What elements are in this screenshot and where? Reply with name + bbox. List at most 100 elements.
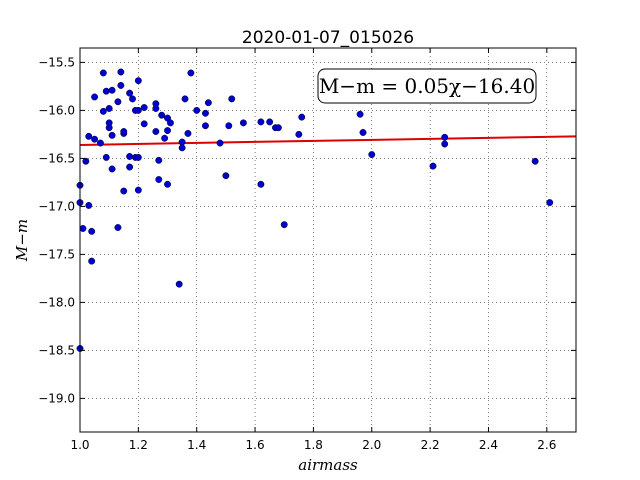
y-tick-label: −18.5 [38, 343, 75, 357]
annotation-box [317, 68, 537, 104]
data-point [126, 163, 134, 171]
data-point [222, 172, 230, 180]
data-point [117, 68, 125, 76]
data-point [187, 69, 195, 77]
x-tick-label: 1.2 [129, 438, 148, 452]
data-point [164, 127, 171, 135]
data-point [178, 144, 186, 152]
data-point [152, 128, 160, 135]
data-point [368, 151, 376, 159]
y-tick-label: −16.0 [38, 103, 75, 117]
data-point [85, 201, 93, 209]
plot-area: 1.0 1.2 1.4 1.6 1.8 2.0 2.2 2.4 2.6 −15.5 −16.0 −1… [38, 47, 577, 452]
data-point [184, 129, 192, 137]
data-point [155, 156, 163, 164]
data-point [102, 87, 110, 95]
data-point [96, 139, 104, 147]
x-axis-ticks: 1.0 1.2 1.4 1.6 1.8 2.0 2.2 2.4 2.6 [70, 48, 556, 452]
data-point [202, 109, 209, 117]
data-point [114, 98, 122, 106]
data-point [193, 106, 201, 114]
data-point [280, 221, 288, 229]
data-point [161, 134, 169, 142]
data-point [117, 81, 125, 89]
data-point [295, 130, 303, 138]
x-tick-label: 2.4 [479, 438, 498, 452]
grid [79, 48, 576, 432]
data-point [91, 135, 99, 143]
data-point [120, 187, 128, 195]
data-point [204, 99, 212, 107]
data-point [82, 157, 90, 165]
data-point [79, 225, 87, 232]
y-axis-label: M−m [13, 219, 31, 262]
data-point [266, 118, 274, 126]
data-point [228, 95, 236, 103]
data-point [359, 129, 367, 136]
data-point [257, 180, 265, 188]
data-point [102, 153, 110, 161]
data-point [91, 93, 99, 101]
data-point [105, 119, 113, 127]
plot-frame [79, 47, 577, 433]
data-point [429, 162, 437, 170]
data-point [274, 124, 282, 132]
data-point [88, 227, 96, 235]
data-point [546, 199, 554, 207]
data-point [126, 153, 134, 160]
data-point [108, 86, 116, 94]
data-point [356, 110, 364, 118]
data-point [99, 107, 107, 115]
x-tick-label: 1.6 [246, 438, 265, 452]
x-tick-label: 1.0 [70, 438, 89, 452]
data-point [441, 140, 449, 148]
x-tick-label: 2.0 [362, 438, 381, 452]
x-tick-label: 1.4 [187, 438, 206, 452]
y-tick-label: −16.5 [38, 151, 75, 165]
y-tick-label: −19.0 [38, 391, 75, 405]
data-point [441, 133, 449, 141]
chart-title: 2020-01-07_015026 [242, 28, 414, 48]
x-tick-label: 1.8 [304, 438, 323, 452]
data-point [105, 105, 113, 112]
x-axis-label: airmass [298, 456, 358, 474]
data-point [178, 138, 186, 146]
data-point [239, 119, 247, 127]
data-point [88, 257, 96, 265]
data-point [225, 122, 233, 130]
data-point [140, 104, 148, 111]
data-point [164, 180, 171, 188]
data-point [108, 165, 116, 173]
data-point [298, 113, 306, 121]
data-point [166, 119, 174, 127]
y-axis-ticks: −15.5 −16.0 −16.5 −17.0 −17.5 −18.0 −18.5 −19.0 [38, 55, 576, 405]
x-tick-label: 2.6 [537, 438, 556, 452]
y-tick-label: −17.0 [38, 199, 75, 213]
x-tick-label: 2.2 [421, 438, 440, 452]
data-point [216, 139, 224, 147]
fit-line [79, 135, 577, 146]
data-point [152, 105, 160, 112]
data-point [181, 95, 189, 103]
fit-annotation: M−m = 0.05χ−16.40 [317, 68, 537, 104]
data-point [134, 106, 142, 114]
data-point [120, 128, 128, 135]
data-point [257, 118, 265, 126]
data-point [85, 132, 93, 140]
data-point [155, 176, 163, 183]
data-point [134, 186, 142, 194]
data-point [126, 89, 134, 97]
data-point [134, 153, 142, 161]
annotation-text: M−m = 0.05χ−16.40 [319, 74, 535, 98]
fit-layer [79, 135, 577, 146]
data-point [129, 95, 136, 103]
y-tick-label: −17.5 [38, 247, 75, 261]
data-point [531, 157, 539, 165]
data-point [202, 122, 209, 130]
y-tick-label: −15.5 [38, 55, 75, 69]
data-point [158, 111, 166, 119]
data-point [175, 280, 183, 288]
data-point [108, 131, 116, 139]
data-point [99, 69, 107, 77]
